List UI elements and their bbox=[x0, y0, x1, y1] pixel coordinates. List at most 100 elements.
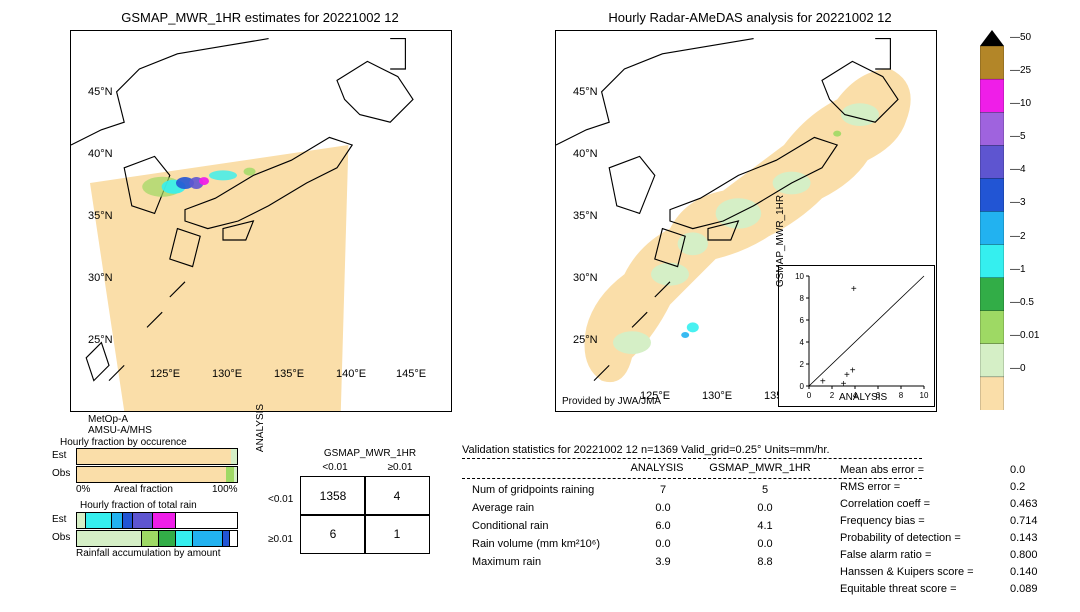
metric-value: 0.140 bbox=[1010, 566, 1038, 578]
left-lon-4: 145°E bbox=[396, 368, 426, 380]
ct-colhdr: GSMAP_MWR_1HR bbox=[300, 448, 440, 459]
metric-label: RMS error = bbox=[840, 481, 900, 493]
ct-11: 1 bbox=[364, 514, 430, 554]
left-lat-45: 45°N bbox=[88, 86, 113, 98]
stat-row-a: 6.0 bbox=[638, 520, 688, 532]
r-lat-4: 25°N bbox=[573, 334, 598, 346]
left-lat-25: 25°N bbox=[88, 334, 113, 346]
cb-tick-1: —25 bbox=[1010, 65, 1031, 76]
stat-row-label: Maximum rain bbox=[472, 556, 541, 568]
stat-row-b: 5 bbox=[730, 484, 800, 496]
scatter-svg: 00224466881010+++++ bbox=[779, 266, 934, 406]
stat-row-label: Conditional rain bbox=[472, 520, 548, 532]
seg bbox=[77, 531, 142, 546]
seg bbox=[223, 531, 230, 546]
cb-tick-3: —5 bbox=[1010, 131, 1026, 142]
stat-row-label: Rain volume (mm km²10⁶) bbox=[472, 538, 600, 550]
ct-01: 4 bbox=[364, 476, 430, 516]
stats-dash1 bbox=[462, 458, 922, 459]
cb-tick-6: —2 bbox=[1010, 231, 1026, 242]
tot-obs-l: Obs bbox=[52, 532, 70, 543]
stat-row-b: 4.1 bbox=[730, 520, 800, 532]
tot-title: Hourly fraction of total rain bbox=[80, 500, 197, 511]
tot-est-bar bbox=[76, 512, 238, 529]
left-lat-35: 35°N bbox=[88, 210, 113, 222]
r-lat-1: 40°N bbox=[573, 148, 598, 160]
scatter-inset: 00224466881010+++++ ANALYSIS GSMAP_MWR_1… bbox=[778, 265, 935, 407]
occ-est-tail bbox=[231, 449, 237, 464]
metric-label: Probability of detection = bbox=[840, 532, 961, 544]
seg bbox=[153, 513, 175, 528]
stat-row-label: Num of gridpoints raining bbox=[472, 484, 594, 496]
svg-text:2: 2 bbox=[830, 391, 835, 400]
occ-obs-tail bbox=[234, 467, 237, 482]
occ-obs-main bbox=[77, 467, 226, 482]
left-sub1: MetOp-A bbox=[88, 414, 128, 425]
metric-label: Equitable threat score = bbox=[840, 583, 957, 595]
ct-c1: ≥0.01 bbox=[370, 462, 430, 473]
stat-row-label: Average rain bbox=[472, 502, 534, 514]
colorbar bbox=[980, 30, 1004, 410]
seg bbox=[142, 531, 159, 546]
r-lat-2: 35°N bbox=[573, 210, 598, 222]
svg-text:10: 10 bbox=[795, 272, 804, 281]
left-lat-30: 30°N bbox=[88, 272, 113, 284]
metric-value: 0.714 bbox=[1010, 515, 1038, 527]
cb-tick-9: —0.01 bbox=[1010, 330, 1039, 341]
seg bbox=[159, 531, 176, 546]
ct-10: 6 bbox=[300, 514, 366, 554]
stat-row-a: 7 bbox=[638, 484, 688, 496]
left-lon-1: 130°E bbox=[212, 368, 242, 380]
left-map-svg bbox=[71, 31, 451, 411]
r-lat-3: 30°N bbox=[573, 272, 598, 284]
r-lat-0: 45°N bbox=[573, 86, 598, 98]
metric-value: 0.800 bbox=[1010, 549, 1038, 561]
right-map-title: Hourly Radar-AMeDAS analysis for 2022100… bbox=[550, 10, 950, 25]
occ-est-main bbox=[77, 449, 231, 464]
left-lon-3: 140°E bbox=[336, 368, 366, 380]
stat-row-a: 0.0 bbox=[638, 502, 688, 514]
stat-row-b: 0.0 bbox=[730, 538, 800, 550]
metric-label: Hanssen & Kuipers score = bbox=[840, 566, 974, 578]
cb-tick-4: —4 bbox=[1010, 164, 1026, 175]
left-lon-0: 125°E bbox=[150, 368, 180, 380]
seg bbox=[176, 531, 193, 546]
left-lon-2: 135°E bbox=[274, 368, 304, 380]
seg bbox=[86, 513, 112, 528]
seg bbox=[123, 513, 134, 528]
ct-rowhdr: ANALYSIS bbox=[255, 378, 266, 478]
metric-value: 0.2 bbox=[1010, 481, 1025, 493]
stat-row-a: 3.9 bbox=[638, 556, 688, 568]
left-lat-40: 40°N bbox=[88, 148, 113, 160]
tot-obs-bar bbox=[76, 530, 238, 547]
r-lon-0: 125°E bbox=[640, 390, 670, 402]
metric-value: 0.463 bbox=[1010, 498, 1038, 510]
left-sub2: AMSU-A/MHS bbox=[88, 425, 152, 436]
svg-text:0: 0 bbox=[800, 382, 805, 391]
scatter-xlabel: ANALYSIS bbox=[839, 392, 887, 403]
occ-obs-l: Obs bbox=[52, 468, 70, 479]
stats-col-b: GSMAP_MWR_1HR bbox=[700, 462, 820, 474]
occ-obs-green bbox=[226, 467, 234, 482]
svg-text:2: 2 bbox=[800, 360, 805, 369]
occ-title: Hourly fraction by occurence bbox=[60, 437, 187, 448]
stats-col-a: ANALYSIS bbox=[622, 462, 692, 474]
cb-tick-5: —3 bbox=[1010, 197, 1026, 208]
scatter-ylabel: GSMAP_MWR_1HR bbox=[775, 186, 786, 296]
tot-est-l: Est bbox=[52, 514, 66, 525]
svg-text:8: 8 bbox=[899, 391, 904, 400]
seg bbox=[112, 513, 123, 528]
svg-text:6: 6 bbox=[800, 316, 805, 325]
ct-r0: <0.01 bbox=[268, 494, 293, 505]
occ-est-l: Est bbox=[52, 450, 66, 461]
svg-text:8: 8 bbox=[800, 294, 805, 303]
ct-c0: <0.01 bbox=[305, 462, 365, 473]
metric-label: Frequency bias = bbox=[840, 515, 925, 527]
left-map-title: GSMAP_MWR_1HR estimates for 20221002 12 bbox=[60, 10, 460, 25]
svg-text:+: + bbox=[851, 284, 857, 295]
occ-obs-bar bbox=[76, 466, 238, 483]
stats-header: Validation statistics for 20221002 12 n=… bbox=[462, 444, 922, 456]
metric-label: Mean abs error = bbox=[840, 464, 924, 476]
stat-row-a: 0.0 bbox=[638, 538, 688, 550]
svg-text:10: 10 bbox=[920, 391, 929, 400]
